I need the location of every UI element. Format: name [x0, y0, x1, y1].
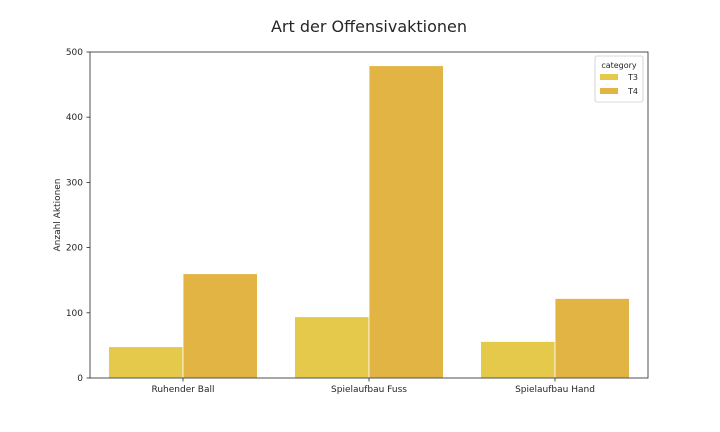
legend-swatch-t4 — [600, 88, 618, 94]
x-tick-label: Spielaufbau Fuss — [331, 385, 407, 395]
x-tick-label: Ruhender Ball — [152, 385, 215, 395]
y-axis-label: Anzahl Aktionen — [53, 178, 63, 251]
bar-t4-ruhender-ball — [182, 273, 258, 379]
legend-title: category — [601, 61, 637, 70]
legend: category T3 T4 — [594, 55, 644, 103]
legend-label-t4: T4 — [627, 87, 638, 96]
bar-t3-spielaufbau-hand — [480, 341, 556, 379]
y-axis: 0 100 200 300 400 500 — [66, 48, 90, 384]
bars-layer — [108, 65, 630, 379]
legend-label-t3: T3 — [627, 73, 638, 82]
y-tick-label: 400 — [66, 113, 83, 123]
bar-t3-spielaufbau-fuss — [294, 316, 370, 379]
bar-t3-ruhender-ball — [108, 346, 184, 379]
y-tick-label: 0 — [77, 374, 83, 384]
y-tick-label: 200 — [66, 244, 83, 254]
y-tick-label: 100 — [66, 309, 83, 319]
x-axis: Ruhender Ball Spielaufbau Fuss Spielaufbau… — [152, 378, 595, 395]
x-tick-label: Spielaufbau Hand — [515, 385, 595, 395]
y-tick-label: 300 — [66, 178, 83, 188]
chart-title: Art der Offensivaktionen — [271, 17, 467, 36]
y-tick-label: 500 — [66, 48, 83, 58]
plot-frame — [89, 51, 649, 379]
bar-t4-spielaufbau-fuss — [368, 65, 444, 379]
bar-t4-spielaufbau-hand — [554, 298, 630, 379]
legend-swatch-t3 — [600, 74, 618, 80]
